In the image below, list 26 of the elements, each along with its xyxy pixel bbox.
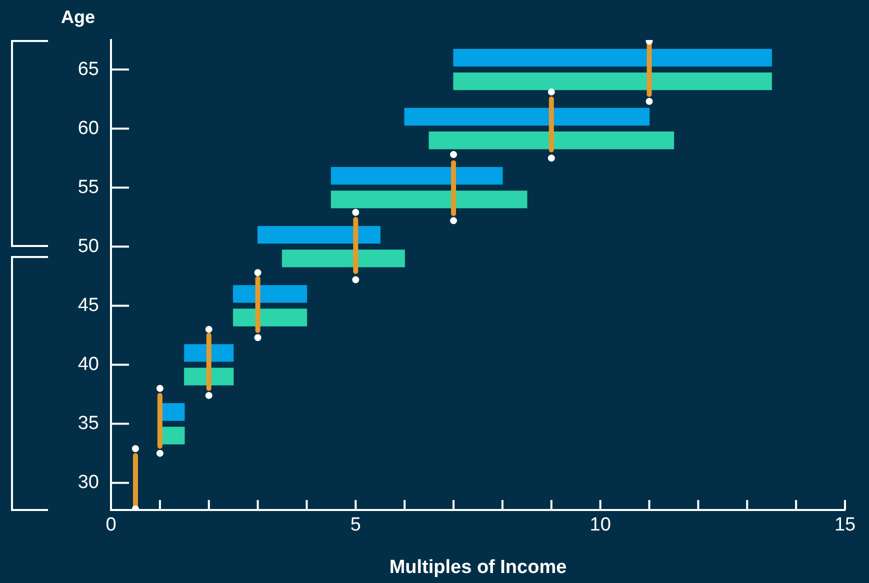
y-tick-label: 55 xyxy=(78,176,99,198)
y-tick-label: 35 xyxy=(78,413,99,434)
y-tick-label: 40 xyxy=(78,354,99,375)
x-tick-label: 15 xyxy=(834,514,856,536)
y-tick-label: 60 xyxy=(78,118,99,139)
bar xyxy=(330,190,528,208)
y-tick-label: 65 xyxy=(78,58,99,80)
bar xyxy=(453,48,772,67)
x-tick-label: 10 xyxy=(590,514,611,536)
y-tick-label: 30 xyxy=(78,472,99,494)
bar xyxy=(404,108,650,126)
x-tick-label: 0 xyxy=(106,514,116,536)
bar xyxy=(330,166,503,185)
bar xyxy=(428,132,674,150)
bar xyxy=(184,344,234,362)
bar xyxy=(184,368,234,386)
bar xyxy=(282,250,405,268)
bar xyxy=(233,285,308,303)
y-tick-label: 50 xyxy=(78,236,99,257)
bar xyxy=(233,308,308,326)
x-axis-title: Multiples of Income xyxy=(389,556,567,578)
y-axis-title: Age xyxy=(60,6,96,27)
x-tick-label: 5 xyxy=(350,514,361,536)
y-tick-label: 45 xyxy=(78,294,99,316)
bar xyxy=(257,226,380,244)
bar xyxy=(453,72,772,90)
